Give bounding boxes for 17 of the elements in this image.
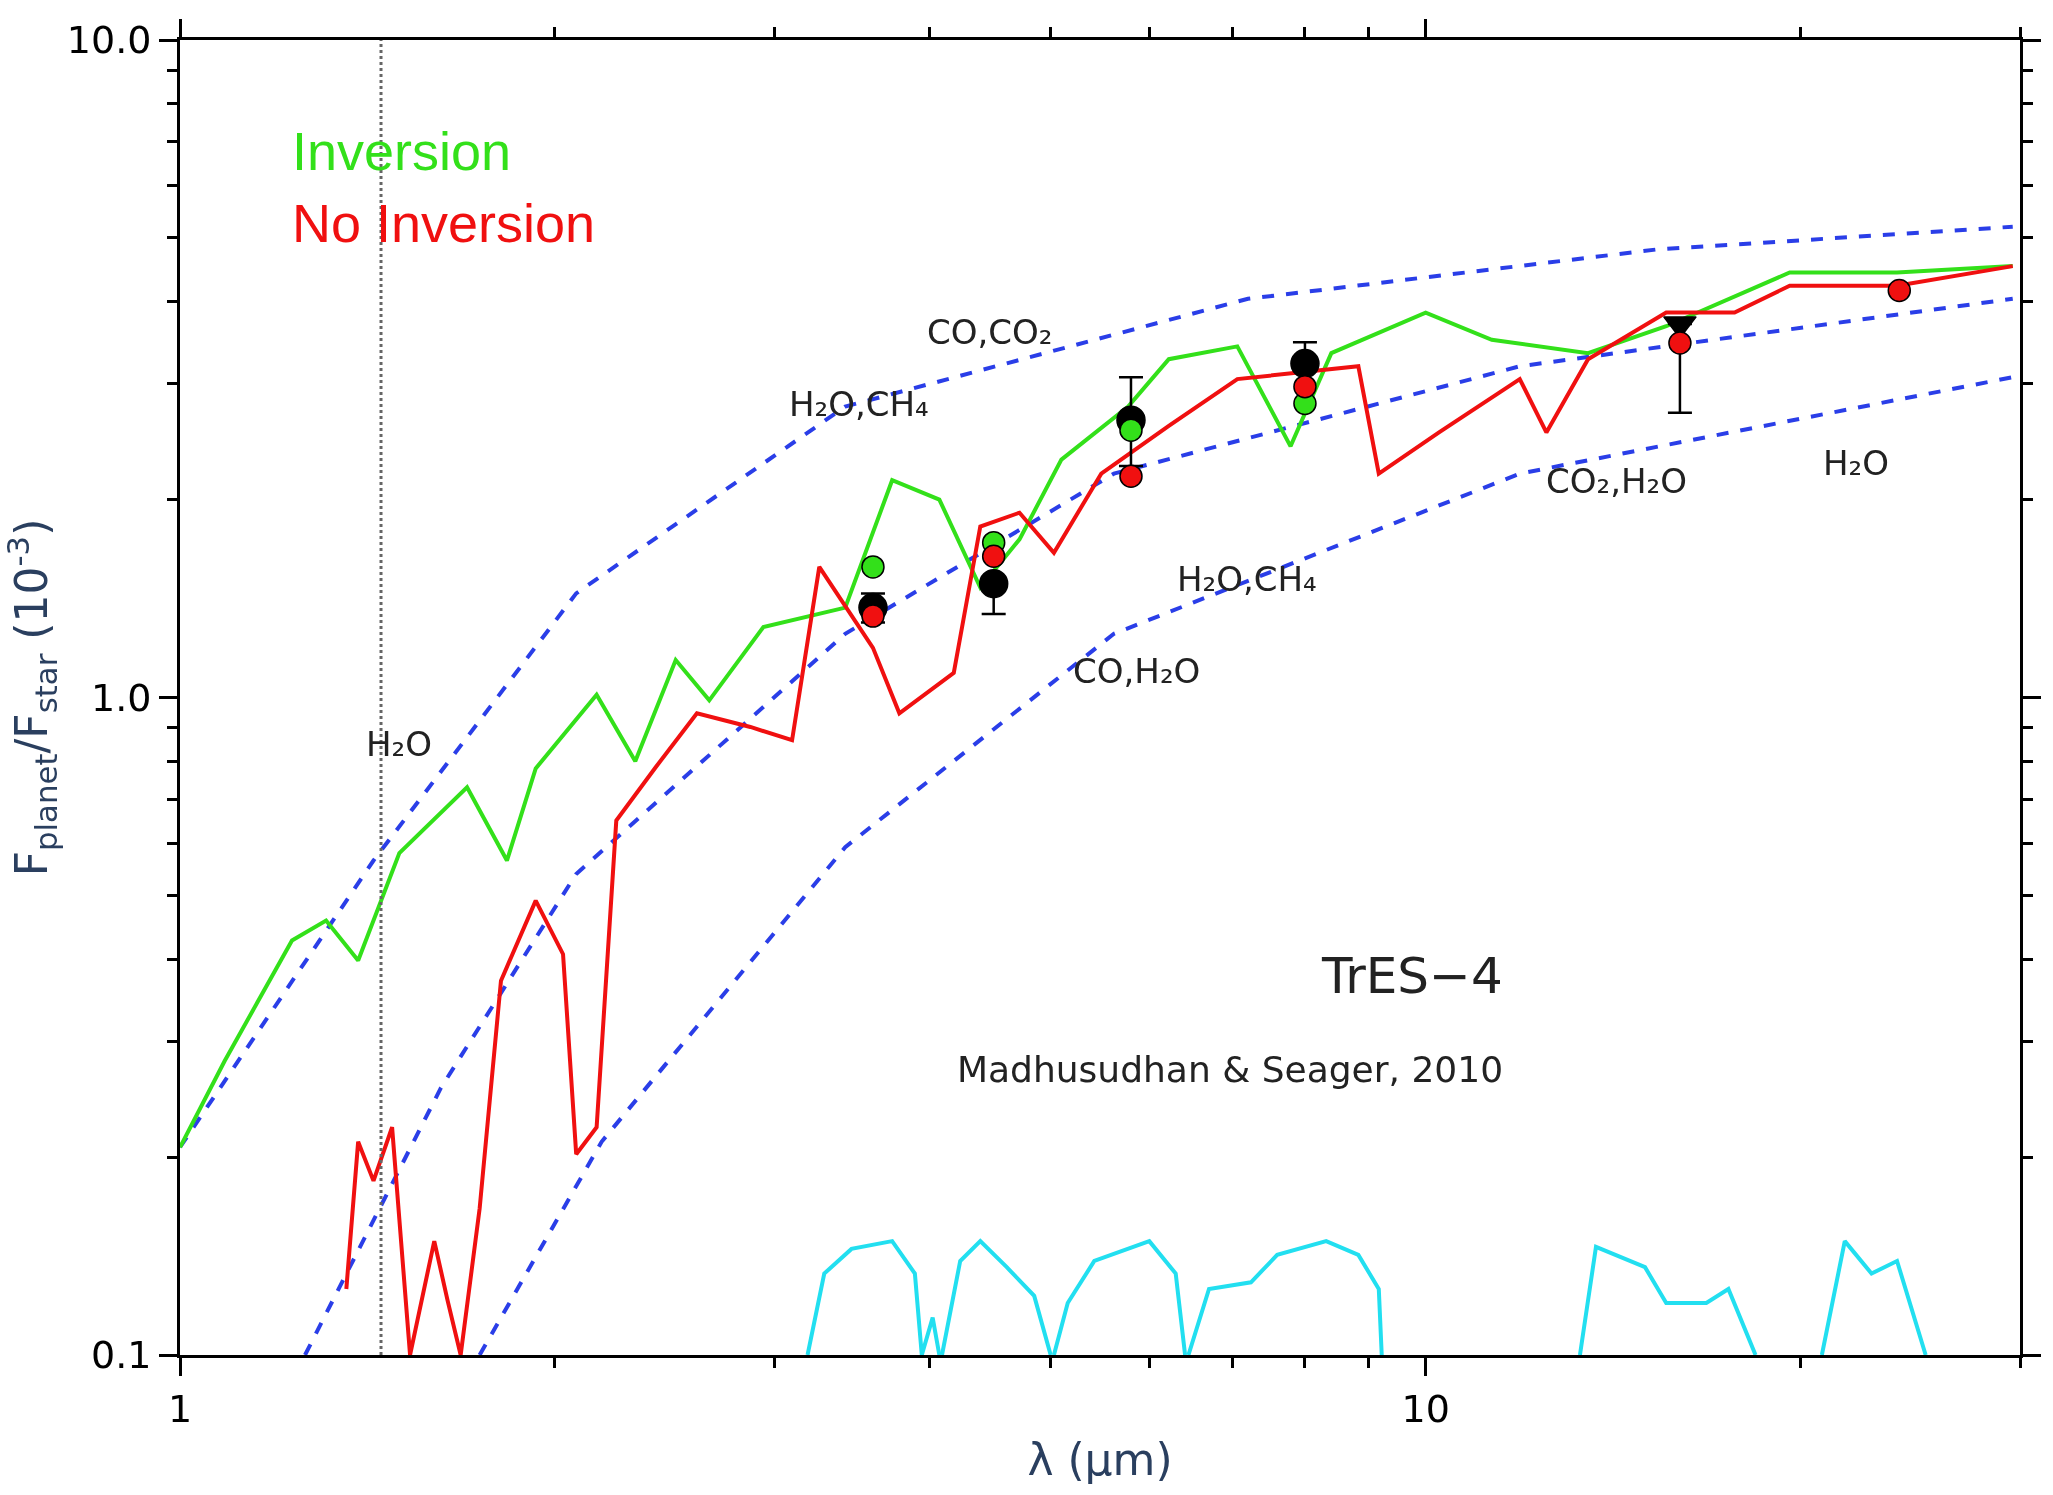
annotation: CO,H₂O bbox=[1073, 651, 1201, 691]
annotation: Madhusudhan & Seager, 2010 bbox=[957, 1049, 1504, 1090]
annotation: CO,CO₂ bbox=[927, 312, 1053, 352]
y-tick-label: 10.0 bbox=[66, 18, 152, 63]
annotation: H₂O,CH₄ bbox=[1177, 559, 1317, 599]
annotation: CO₂,H₂O bbox=[1546, 461, 1687, 501]
y-tick-label: 1.0 bbox=[90, 675, 152, 720]
annotation: H₂O,CH₄ bbox=[789, 384, 929, 424]
x-axis-title: λ (μm) bbox=[1027, 1433, 1173, 1485]
annotation: H₂O bbox=[1823, 443, 1889, 483]
annotation: TrES−4 bbox=[1321, 947, 1503, 1005]
text: Inversion bbox=[292, 121, 512, 181]
y-tick-label: 0.1 bbox=[90, 1333, 152, 1378]
x-tick-label: 10 bbox=[1401, 1386, 1450, 1431]
x-tick-label: 1 bbox=[167, 1386, 193, 1431]
annotation: H₂O bbox=[366, 724, 432, 764]
text: No Inversion bbox=[292, 193, 596, 253]
